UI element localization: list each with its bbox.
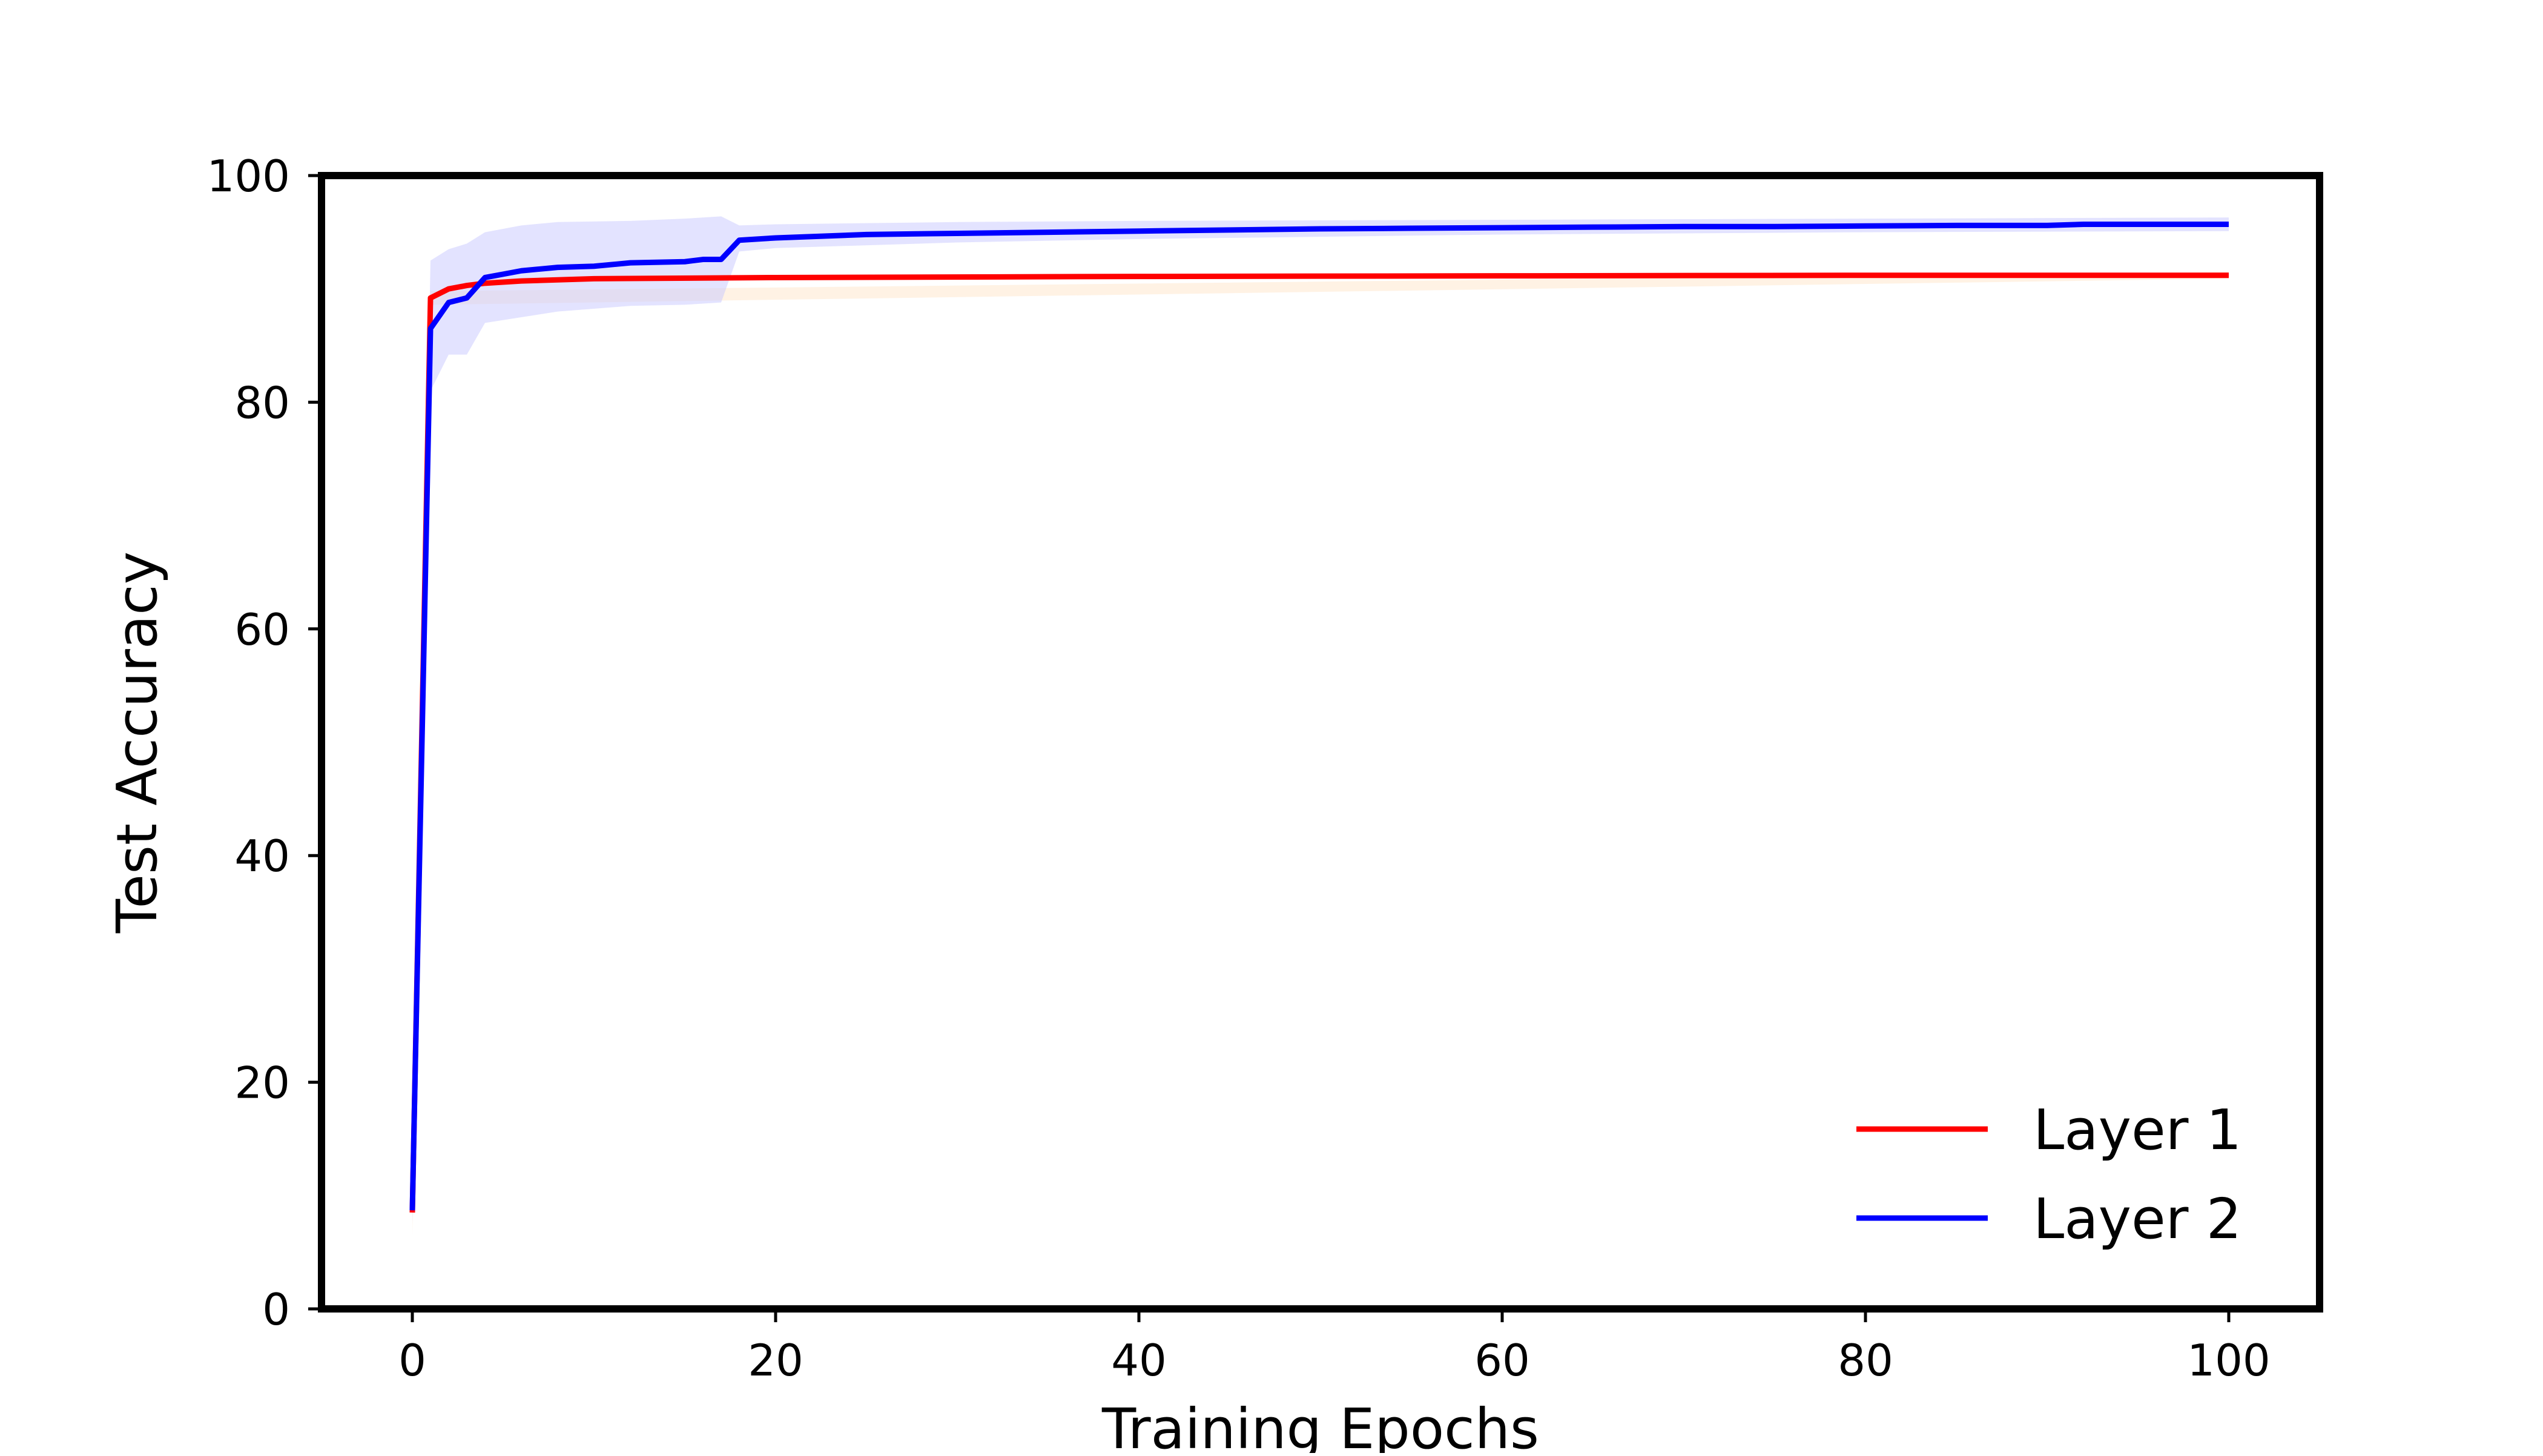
axis-ticks: 0 20 40 60 80 100 0 20 40 60 80 100 [207, 151, 2271, 1386]
y-axis-label: Test Accuracy [105, 552, 170, 934]
x-tick-label: 20 [748, 1335, 803, 1386]
x-tick-label: 40 [1111, 1335, 1167, 1386]
series-line-layer-1 [409, 272, 2229, 1213]
band-layer-1 [412, 272, 2229, 1236]
y-tick-label: 20 [234, 1058, 290, 1108]
legend-label-layer-1: Layer 1 [2033, 1098, 2241, 1162]
y-tick-label: 40 [234, 831, 290, 881]
legend: Layer 1 Layer 2 [1856, 1098, 2241, 1251]
y-tick-label: 60 [234, 604, 290, 655]
x-axis-label: Training Epochs [1101, 1397, 1539, 1453]
x-tick-label: 100 [2187, 1335, 2270, 1386]
band-layer-2 [412, 216, 2229, 1224]
series-line-layer-2 [409, 221, 2229, 1211]
x-tick-label: 0 [398, 1335, 426, 1386]
legend-label-layer-2: Layer 2 [2033, 1187, 2241, 1251]
y-tick-label: 80 [234, 377, 290, 428]
x-tick-label: 60 [1474, 1335, 1530, 1386]
x-tick-label: 80 [1838, 1335, 1893, 1386]
confidence-bands [412, 216, 2229, 1236]
y-tick-label: 100 [207, 151, 290, 202]
y-tick-label: 0 [262, 1284, 290, 1335]
plot-frame [318, 172, 2323, 1313]
series-lines [409, 221, 2229, 1213]
